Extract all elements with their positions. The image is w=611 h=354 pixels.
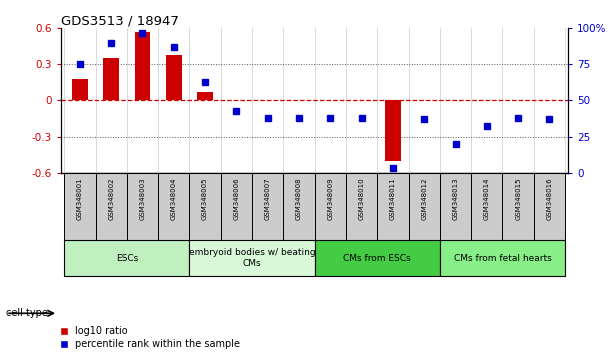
Bar xyxy=(346,173,377,240)
Text: GSM348016: GSM348016 xyxy=(546,177,552,220)
Text: GSM348008: GSM348008 xyxy=(296,177,302,220)
Text: GDS3513 / 18947: GDS3513 / 18947 xyxy=(61,14,179,27)
Bar xyxy=(385,101,401,161)
Text: GSM348013: GSM348013 xyxy=(453,177,458,220)
Bar xyxy=(95,173,127,240)
Text: GSM348012: GSM348012 xyxy=(421,177,427,220)
Text: GSM348007: GSM348007 xyxy=(265,177,271,220)
Text: GSM348010: GSM348010 xyxy=(359,177,365,220)
Bar xyxy=(103,58,119,101)
Bar xyxy=(284,173,315,240)
Bar xyxy=(315,173,346,240)
Bar xyxy=(64,240,189,276)
Bar xyxy=(221,173,252,240)
Text: GSM348003: GSM348003 xyxy=(139,177,145,220)
Bar xyxy=(64,173,95,240)
Bar xyxy=(534,173,565,240)
Bar xyxy=(134,32,150,101)
Bar xyxy=(127,173,158,240)
Text: GSM348001: GSM348001 xyxy=(77,177,83,220)
Bar xyxy=(197,92,213,101)
Text: CMs from ESCs: CMs from ESCs xyxy=(343,253,411,263)
Bar xyxy=(440,240,565,276)
Text: GSM348002: GSM348002 xyxy=(108,177,114,220)
Bar xyxy=(471,173,502,240)
Text: GSM348015: GSM348015 xyxy=(515,177,521,220)
Text: embryoid bodies w/ beating
CMs: embryoid bodies w/ beating CMs xyxy=(189,249,315,268)
Legend: log10 ratio, percentile rank within the sample: log10 ratio, percentile rank within the … xyxy=(60,326,240,349)
Text: GSM348006: GSM348006 xyxy=(233,177,240,220)
Text: GSM348014: GSM348014 xyxy=(484,177,490,220)
Bar xyxy=(166,55,181,101)
Text: GSM348005: GSM348005 xyxy=(202,177,208,220)
Bar xyxy=(158,173,189,240)
Bar xyxy=(377,173,409,240)
Text: GSM348004: GSM348004 xyxy=(171,177,177,220)
Text: GSM348009: GSM348009 xyxy=(327,177,334,220)
Text: CMs from fetal hearts: CMs from fetal hearts xyxy=(453,253,551,263)
Bar xyxy=(72,79,88,101)
Bar xyxy=(315,240,440,276)
Text: cell type: cell type xyxy=(6,308,48,318)
Text: GSM348011: GSM348011 xyxy=(390,177,396,220)
Bar xyxy=(252,173,284,240)
Bar xyxy=(189,173,221,240)
Bar xyxy=(189,240,315,276)
Bar xyxy=(440,173,471,240)
Text: ESCs: ESCs xyxy=(115,253,138,263)
Bar xyxy=(409,173,440,240)
Bar xyxy=(502,173,534,240)
